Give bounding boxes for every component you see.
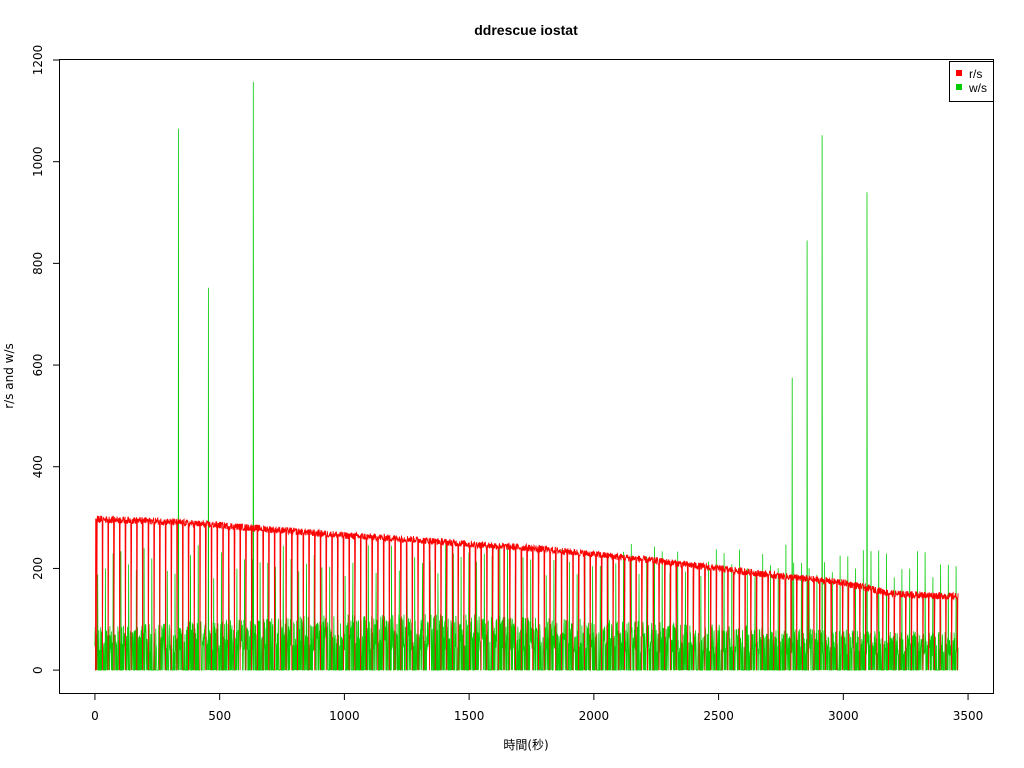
x-axis: 0 500 1000 1500 2000 2500 3000 3500 [91, 693, 983, 723]
y-axis: 0 200 400 600 800 1000 1200 [31, 45, 60, 674]
legend-label-rs: r/s [969, 67, 982, 81]
series-line-rs [94, 515, 959, 671]
y-axis-label: r/s and w/s [2, 343, 16, 409]
x-tick-label: 1500 [454, 709, 485, 723]
legend: r/s w/s [949, 61, 994, 102]
x-tick-label: 1000 [329, 709, 360, 723]
y-tick-label: 800 [31, 252, 45, 275]
y-tick-label: 1000 [31, 146, 45, 177]
series-layer [94, 81, 959, 671]
legend-box [949, 61, 994, 102]
y-tick-label: 1200 [31, 45, 45, 76]
legend-label-ws: w/s [968, 81, 987, 95]
x-tick-label: 2000 [579, 709, 610, 723]
x-tick-label: 2500 [703, 709, 734, 723]
x-tick-label: 500 [208, 709, 231, 723]
y-tick-label: 200 [31, 557, 45, 580]
y-tick-label: 600 [31, 354, 45, 377]
y-tick-label: 400 [31, 455, 45, 478]
x-tick-label: 3000 [828, 709, 859, 723]
x-tick-label: 0 [91, 709, 99, 723]
legend-swatch-rs [956, 70, 962, 76]
x-axis-label: 時間(秒) [503, 738, 548, 752]
legend-swatch-ws [956, 84, 962, 90]
x-tick-label: 3500 [953, 709, 984, 723]
y-tick-label: 0 [31, 666, 45, 674]
chart-title: ddrescue iostat [474, 22, 578, 38]
